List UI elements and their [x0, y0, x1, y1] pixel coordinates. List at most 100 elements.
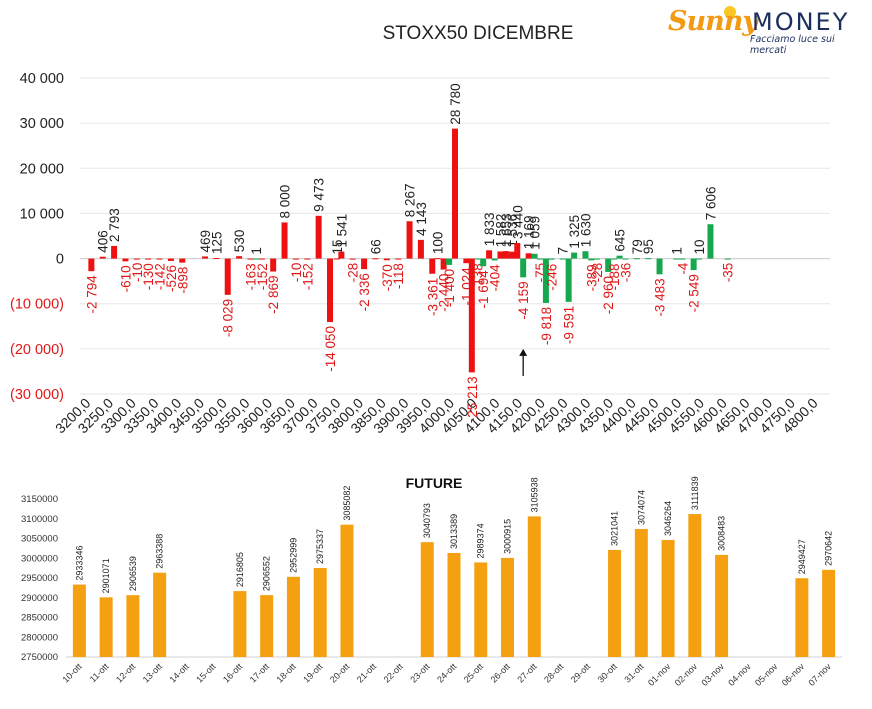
data-label: 66 — [368, 239, 383, 254]
future-x-tick-label: 11-ott — [88, 661, 111, 684]
future-y-tick-label: 3100000 — [21, 514, 58, 525]
y-tick-label: (20 000) — [10, 342, 64, 358]
data-label: 9 473 — [312, 178, 327, 212]
data-label: 100 — [431, 232, 446, 255]
data-label: 79 — [630, 239, 645, 254]
red-bar — [315, 215, 322, 259]
red-bar — [429, 258, 436, 274]
future-y-tick-label: 2850000 — [21, 613, 58, 624]
annotation-arrow-head — [519, 348, 528, 356]
data-label: 1 — [669, 247, 684, 255]
future-bar — [72, 584, 86, 657]
future-y-tick-label: 3000000 — [21, 553, 58, 564]
future-chart-title: FUTURE — [406, 475, 463, 491]
future-x-tick-label: 10-ott — [60, 661, 84, 685]
red-bar — [440, 258, 447, 270]
red-bar — [145, 258, 152, 260]
data-label: -188 — [607, 263, 622, 290]
future-x-tick-label: 19-ott — [301, 661, 325, 685]
data-label: 8 267 — [403, 183, 418, 217]
data-label: 7 606 — [703, 186, 718, 220]
data-label: -118 — [391, 263, 406, 289]
data-label: -163 — [243, 263, 258, 290]
red-bar — [497, 251, 504, 259]
data-label: -9 591 — [562, 306, 577, 344]
logo-money-text: MONEY — [752, 8, 850, 36]
future-value-label: 3000915 — [503, 519, 513, 554]
data-label: 7 — [556, 247, 571, 255]
red-bar — [514, 243, 521, 259]
logo-sunny-text: Sunny — [668, 6, 758, 37]
red-bar — [111, 245, 118, 259]
red-bar — [258, 258, 265, 260]
red-bar — [508, 251, 515, 259]
green-bar — [724, 258, 731, 260]
y-tick-label: 30 000 — [20, 116, 64, 132]
data-label: 15 — [330, 239, 345, 254]
data-label: 469 — [198, 230, 213, 253]
future-value-label: 2963388 — [155, 534, 165, 569]
future-value-label: 3074074 — [636, 490, 646, 525]
green-bar — [616, 255, 623, 259]
data-label: 8 000 — [278, 185, 293, 219]
red-bar — [236, 256, 243, 259]
red-bar — [468, 258, 475, 373]
data-label: 1 541 — [334, 214, 349, 248]
y-tick-label: (30 000) — [10, 387, 64, 403]
red-bar — [88, 258, 95, 272]
data-label: -370 — [380, 264, 395, 291]
green-bar — [707, 224, 714, 259]
green-bar — [645, 258, 652, 260]
future-x-tick-label: 28-ott — [542, 661, 566, 685]
future-x-tick-label: 29-ott — [569, 661, 593, 685]
future-x-tick-label: 07-nov — [806, 661, 833, 688]
future-x-tick-label: 21-ott — [355, 661, 379, 685]
green-bar — [491, 258, 498, 261]
green-bar — [480, 258, 487, 267]
data-label: -152 — [255, 263, 270, 290]
red-bar — [202, 256, 208, 259]
data-label: -1 400 — [442, 269, 457, 307]
data-label: -3 361 — [425, 278, 440, 316]
green-bar — [559, 258, 566, 260]
future-value-label: 3085082 — [342, 486, 352, 521]
future-x-tick-label: 15-ott — [194, 661, 218, 685]
red-bar — [417, 239, 424, 259]
future-y-tick-label: 2750000 — [21, 652, 58, 663]
data-label: -35 — [721, 263, 736, 283]
data-label: -8 029 — [221, 299, 236, 337]
y-tick-label: 10 000 — [20, 206, 64, 222]
red-bar — [99, 256, 106, 259]
red-bar — [247, 258, 254, 260]
y-tick-label: 20 000 — [20, 161, 64, 177]
red-bar — [525, 253, 532, 259]
green-bar — [446, 258, 453, 265]
red-bar — [270, 258, 277, 272]
data-label: -138 — [471, 263, 486, 290]
data-label: -2 869 — [266, 276, 281, 314]
future-bar — [447, 552, 461, 657]
data-label: 1 582 — [493, 214, 508, 248]
data-label: 95 — [641, 239, 656, 254]
red-bar — [224, 258, 231, 295]
future-value-label: 2989374 — [476, 523, 486, 558]
data-label: -610 — [118, 265, 133, 292]
future-x-tick-label: 24-ott — [435, 661, 459, 685]
data-label: -152 — [300, 263, 315, 290]
future-bar — [688, 514, 702, 657]
y-tick-label: (10 000) — [10, 297, 64, 313]
future-x-tick-label: 04-nov — [726, 661, 753, 688]
future-bar — [527, 516, 541, 657]
future-value-label: 3013389 — [449, 514, 459, 549]
future-x-tick-label: 23-ott — [408, 661, 432, 685]
green-bar — [582, 251, 589, 259]
future-y-tick-label: 2800000 — [21, 632, 58, 643]
data-label: 1 630 — [578, 213, 593, 247]
chart-title: STOXX50 DICEMBRE — [383, 23, 574, 44]
red-bar — [434, 258, 441, 260]
future-value-label: 2949427 — [797, 539, 807, 574]
data-label: -10 — [289, 263, 304, 283]
future-value-label: 3008483 — [717, 516, 727, 551]
future-value-label: 3111839 — [690, 476, 700, 510]
future-x-tick-label: 12-ott — [114, 661, 138, 685]
